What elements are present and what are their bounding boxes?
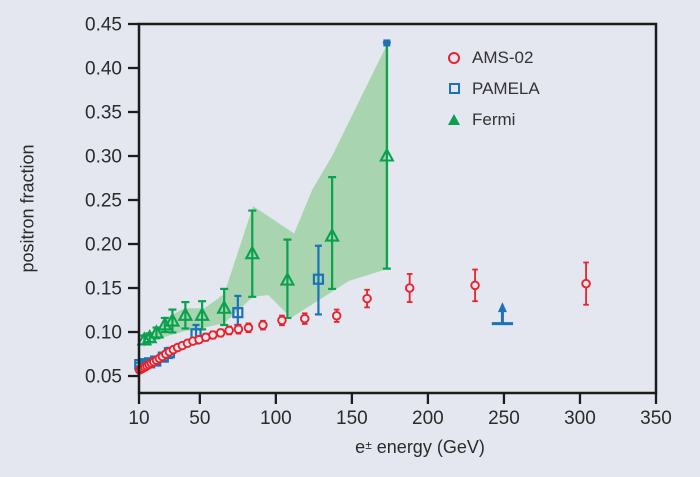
legend-label-pamela: PAMELA: [472, 78, 540, 98]
ams02-point: [233, 324, 244, 334]
legend: AMS-02 PAMELA Fermi: [436, 42, 540, 135]
y-tick-label: 0.10: [85, 323, 122, 344]
fermi-point: [136, 331, 153, 346]
legend-label-ams02: AMS-02: [472, 47, 534, 67]
fermi-point: [164, 312, 181, 327]
ams02-point: [215, 328, 226, 338]
ams02-circle-icon: [448, 51, 460, 64]
ams02-point: [224, 325, 234, 336]
x-tick-label: 50: [189, 408, 210, 429]
ams02-point: [277, 315, 287, 326]
x-tick-label: 100: [260, 408, 292, 429]
x-axis-title: e± energy (GeV): [270, 437, 570, 458]
x-tick-label: 350: [640, 408, 672, 429]
x-axis-ticks: 10 50 100 150 200 250 300 350: [128, 393, 672, 429]
y-tick-label: 0.35: [85, 103, 122, 124]
x-tick-label: 250: [488, 408, 520, 429]
fermi-point: [279, 271, 296, 286]
x-tick-label: 10: [128, 408, 149, 429]
fermi-point: [324, 227, 340, 242]
fermi-point: [177, 306, 194, 321]
ams02-point: [243, 323, 254, 333]
ams02-series: [134, 261, 591, 375]
fermi-point: [148, 324, 165, 339]
x-axis-title-sup: ±: [365, 438, 372, 452]
y-tick-label: 0.45: [85, 15, 122, 36]
fermi-point: [244, 244, 261, 260]
legend-item-fermi: Fermi: [436, 104, 540, 135]
fermi-point: [216, 299, 232, 314]
x-tick-label: 300: [564, 408, 596, 429]
fermi-top-cap-square: [383, 39, 391, 47]
legend-item-pamela: PAMELA: [436, 73, 540, 104]
y-tick-label: 0.05: [85, 367, 122, 388]
y-tick-label: 0.30: [85, 147, 122, 168]
ams02-point: [331, 310, 342, 321]
y-tick-label: 0.25: [85, 191, 122, 212]
pamela-square-icon: [448, 83, 460, 94]
ams02-point: [258, 320, 268, 330]
ams02-point: [470, 280, 480, 291]
y-tick-label: 0.15: [85, 279, 122, 300]
y-tick-label: 0.40: [85, 59, 122, 80]
ams02-point: [299, 313, 310, 324]
ams02-point: [208, 330, 218, 340]
ams02-point: [581, 278, 591, 289]
arrow-head: [497, 302, 507, 313]
legend-label-fermi: Fermi: [472, 109, 516, 129]
fermi-series: [136, 39, 395, 346]
fermi-point: [194, 306, 210, 321]
y-axis-title: positron fraction: [17, 144, 38, 273]
fermi-triangle-icon: [448, 114, 460, 125]
pamela-lower-limit-arrow: [491, 302, 514, 326]
plot-frame: [137, 22, 658, 395]
fermi-point: [379, 147, 395, 162]
pamela-point: [312, 273, 325, 285]
x-tick-label: 200: [412, 408, 444, 429]
x-axis-title-rest: energy (GeV): [371, 437, 485, 457]
legend-item-ams02: AMS-02: [436, 42, 540, 73]
fermi-uncertainty-band: [143, 41, 389, 347]
ams02-point: [362, 293, 372, 304]
x-tick-label: 150: [336, 408, 368, 429]
pamela-point: [232, 307, 244, 319]
x-axis-title-base: e: [355, 437, 366, 457]
y-tick-label: 0.20: [85, 235, 122, 256]
ams02-point: [404, 283, 415, 293]
y-axis-ticks: 0.05 0.10 0.15 0.20 0.25 0.30 0.35 0.40 0.45: [85, 15, 139, 388]
